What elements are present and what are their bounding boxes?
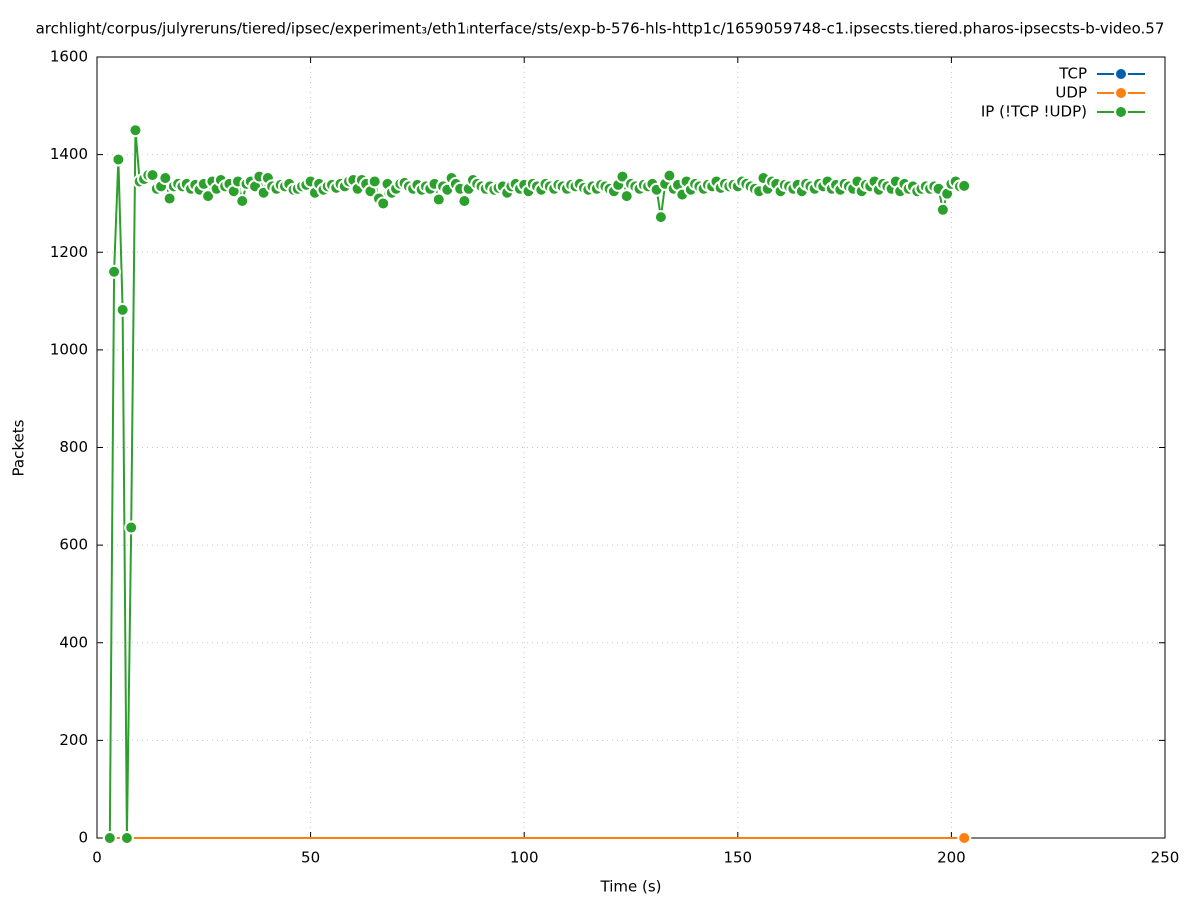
point [957,178,972,193]
x-axis-label: Time (s) [600,878,662,896]
x-tick-label: 100 [510,849,539,867]
legend-marker [1114,86,1128,100]
y-tick-label: 400 [59,633,88,651]
legend-marker [1114,105,1128,119]
y-tick-label: 600 [59,536,88,554]
y-tick-label: 0 [78,829,88,847]
chart-title: archlight/corpus/julyreruns/tiered/ipsec… [36,20,1165,38]
x-tick-label: 150 [723,849,752,867]
point [457,193,472,208]
point [376,196,391,211]
point [201,189,216,204]
y-tick-label: 1200 [50,243,88,261]
point [111,152,126,167]
point [615,169,630,184]
point [107,264,122,279]
y-tick-label: 1400 [50,145,88,163]
point [235,193,250,208]
x-tick-label: 200 [937,849,966,867]
point [119,831,134,845]
point [102,831,117,845]
legend-marker [1114,67,1128,81]
point [158,171,173,186]
y-tick-label: 800 [59,438,88,456]
y-tick-label: 1600 [50,48,88,66]
point [128,123,143,138]
y-axis-label: Packets [10,419,28,476]
y-tick-label: 1000 [50,340,88,358]
point [124,520,139,535]
point [431,192,446,207]
point [145,168,160,183]
point [662,168,677,183]
y-tick-label: 200 [59,731,88,749]
point [653,210,668,225]
point [367,174,382,189]
series-line [108,130,965,839]
point [619,189,634,204]
point [162,191,177,206]
point [935,202,950,217]
point [115,302,130,317]
legend-label: IP (!TCP !UDP) [981,103,1087,121]
point [957,831,972,845]
legend-label: TCP [1058,65,1087,83]
x-tick-label: 250 [1151,849,1180,867]
legend-label: UDP [1055,84,1087,102]
x-tick-label: 0 [92,849,102,867]
x-tick-label: 50 [301,849,320,867]
